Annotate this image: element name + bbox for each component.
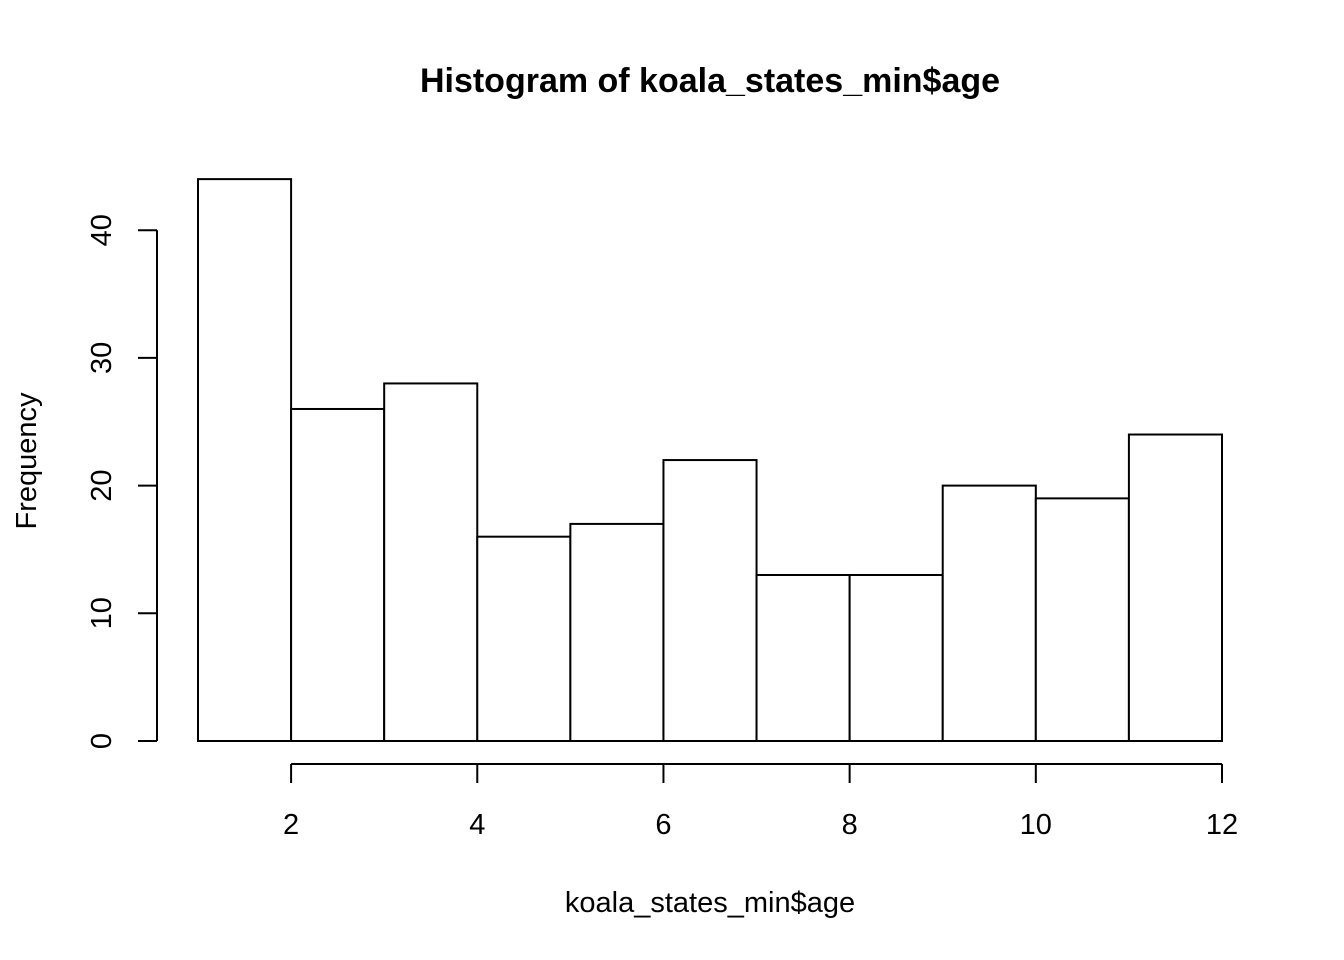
- x-tick-label-8: 8: [842, 809, 858, 841]
- histogram-bar-9: [941, 484, 1037, 742]
- x-axis: 2 4 6 8 10 12: [283, 763, 1238, 841]
- y-tick-label-0: 0: [86, 733, 118, 749]
- bars-group: [197, 178, 1223, 742]
- y-tick-label-30: 30: [86, 342, 118, 374]
- histogram-bar-3: [383, 382, 479, 742]
- y-axis: 0 10 20 30 40: [86, 214, 158, 749]
- x-tick-label-4: 4: [469, 809, 485, 841]
- histogram-bar-5: [569, 522, 665, 742]
- histogram-bar-6: [662, 459, 758, 742]
- histogram-bar-10: [1034, 497, 1130, 742]
- x-axis-label: koala_states_min$age: [565, 887, 855, 919]
- y-tick-label-40: 40: [86, 214, 118, 246]
- y-tick-label-10: 10: [86, 597, 118, 629]
- histogram-bar-4: [476, 535, 572, 742]
- histogram-bar-11: [1127, 433, 1223, 742]
- histogram-bar-8: [848, 573, 944, 742]
- x-tick-label-12: 12: [1206, 809, 1238, 841]
- histogram-bar-1: [197, 178, 293, 742]
- histogram-bar-2: [290, 407, 386, 742]
- x-tick-label-10: 10: [1020, 809, 1052, 841]
- x-tick-label-2: 2: [283, 809, 299, 841]
- y-axis-label: Frequency: [11, 392, 43, 530]
- x-tick-label-6: 6: [655, 809, 671, 841]
- y-tick-label-20: 20: [86, 469, 118, 501]
- histogram-bar-7: [755, 573, 851, 742]
- chart-title: Histogram of koala_states_min$age: [420, 62, 1000, 100]
